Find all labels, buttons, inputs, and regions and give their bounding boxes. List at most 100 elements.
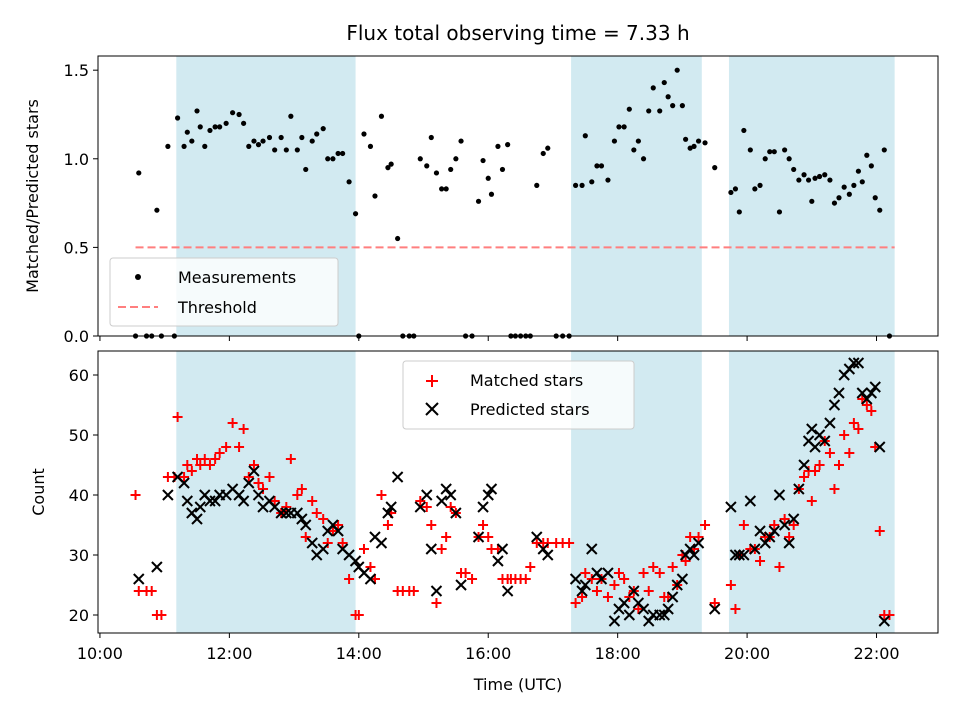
measurement-point xyxy=(812,175,818,181)
matched-star-marker xyxy=(638,568,649,578)
predicted-marker-b xyxy=(848,357,860,369)
matched-star-marker xyxy=(441,532,452,542)
predicted-marker-b xyxy=(666,591,679,603)
measurement-point xyxy=(340,150,346,157)
predicted-marker-b xyxy=(275,507,287,519)
top-y-tick-label: 1.5 xyxy=(64,61,89,80)
measurement-point xyxy=(631,147,637,153)
predicted-star-marker xyxy=(658,609,670,621)
matched-star-marker xyxy=(292,490,303,500)
predicted-marker-b xyxy=(618,597,630,609)
predicted-star-marker xyxy=(688,549,700,561)
predicted-marker-b xyxy=(662,603,674,615)
predicted-marker-b xyxy=(280,507,293,519)
predicted-marker-b xyxy=(537,543,549,555)
matched-star-marker xyxy=(322,538,333,548)
matched-star-marker xyxy=(810,466,821,476)
measurement-point xyxy=(246,143,252,149)
predicted-star-marker xyxy=(382,507,394,519)
matched-star-marker xyxy=(376,490,387,500)
predicted-marker-b xyxy=(654,609,666,621)
top-y-tick-label: 0.0 xyxy=(64,327,89,346)
measurement-point xyxy=(855,168,862,174)
measurement-point xyxy=(230,110,236,116)
measurement-point xyxy=(683,136,689,142)
predicted-star-marker xyxy=(744,495,757,507)
measurement-point xyxy=(194,108,200,114)
measurement-point xyxy=(872,195,878,201)
predicted-marker-b xyxy=(754,525,766,537)
matched-star-marker xyxy=(884,610,895,620)
bottom-legend: Matched stars Predicted stars xyxy=(402,360,635,430)
measurement-point xyxy=(223,120,229,126)
predicted-star-marker xyxy=(623,609,636,621)
matched-star-marker xyxy=(172,412,183,422)
x-tick-label: 12:00 xyxy=(206,644,252,663)
predicted-star-marker xyxy=(654,609,666,621)
predicted-marker-b xyxy=(435,495,448,507)
measurement-point xyxy=(836,195,842,201)
matched-star-marker xyxy=(146,586,157,596)
predicted-marker-b xyxy=(733,549,746,561)
matched-star-marker xyxy=(685,532,696,542)
matched-star-marker xyxy=(730,604,741,614)
predicted-star-marker xyxy=(679,549,692,561)
matched-star-marker xyxy=(436,544,447,554)
predicted-star-marker xyxy=(492,555,504,567)
predicted-marker-b xyxy=(824,417,836,429)
matched-star-marker xyxy=(318,514,329,524)
predicted-star-marker xyxy=(869,381,881,393)
matched-star-marker xyxy=(353,610,364,620)
predicted-marker-b xyxy=(643,615,655,627)
measurement-point xyxy=(762,156,768,162)
matched-star-marker xyxy=(525,562,536,572)
predicted-star-marker xyxy=(793,483,805,495)
measurement-point xyxy=(702,140,708,146)
predicted-marker-b xyxy=(861,393,873,405)
predicted-marker-b xyxy=(749,543,761,555)
matched-star-marker xyxy=(586,574,597,584)
measurement-point xyxy=(572,182,579,188)
predicted-star-marker xyxy=(204,495,216,507)
matched-star-marker xyxy=(861,400,872,410)
predicted-marker-b xyxy=(608,615,621,627)
measurement-point xyxy=(352,211,359,217)
measurement-point xyxy=(283,147,289,153)
predicted-marker-b xyxy=(186,507,198,519)
predicted-marker-b xyxy=(353,561,365,573)
predicted-star-marker xyxy=(291,507,304,519)
measurement-point xyxy=(846,191,852,197)
predicted-star-marker xyxy=(833,387,845,399)
predicted-marker-b xyxy=(233,489,245,501)
measurement-point xyxy=(272,147,278,153)
matched-star-marker xyxy=(654,568,665,578)
matched-star-marker xyxy=(426,520,437,530)
measurement-point xyxy=(433,170,440,176)
measurement-point xyxy=(771,149,777,155)
matched-star-marker xyxy=(700,520,711,530)
measurement-point xyxy=(485,175,491,181)
matched-star-marker xyxy=(179,472,190,482)
predicted-marker-b xyxy=(358,567,370,579)
matched-star-marker xyxy=(238,424,249,434)
measurement-point xyxy=(687,145,693,151)
matched-star-marker xyxy=(421,502,432,512)
measurement-point xyxy=(372,193,378,199)
matched-star-marker xyxy=(258,484,269,494)
matched-star-marker xyxy=(814,460,825,470)
predicted-star-marker xyxy=(576,585,588,597)
predicted-star-marker xyxy=(414,501,426,513)
matched-star-marker xyxy=(667,562,678,572)
measurement-point xyxy=(650,85,656,91)
predicted-marker-b xyxy=(450,507,462,519)
predicted-star-marker xyxy=(501,585,514,597)
predicted-marker-b xyxy=(485,483,498,495)
predicted-star-marker xyxy=(440,483,452,495)
predicted-marker-b xyxy=(542,549,554,561)
measurement-point xyxy=(695,138,702,144)
predicted-marker-b xyxy=(806,423,818,435)
legend-matched-label: Matched stars xyxy=(470,371,583,390)
measurement-point xyxy=(385,165,391,171)
predicted-marker-b xyxy=(501,585,514,597)
